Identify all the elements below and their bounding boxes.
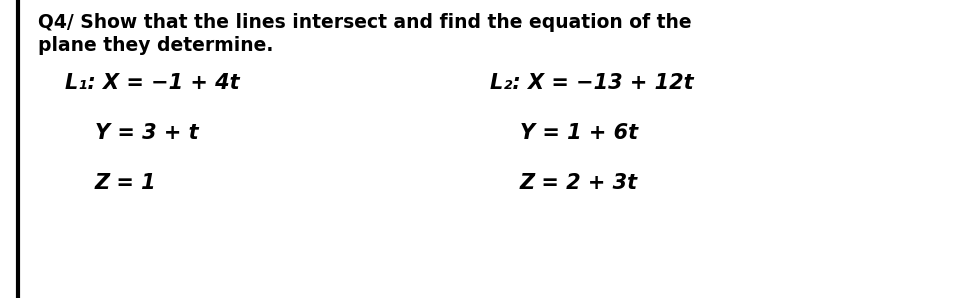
Text: L₂: X = −13 + 12t: L₂: X = −13 + 12t bbox=[490, 73, 694, 93]
Text: Y = 1 + 6t: Y = 1 + 6t bbox=[520, 123, 639, 143]
Text: Z = 1: Z = 1 bbox=[95, 173, 157, 193]
Text: Y = 3 + t: Y = 3 + t bbox=[95, 123, 199, 143]
Text: Q4/ Show that the lines intersect and find the equation of the: Q4/ Show that the lines intersect and fi… bbox=[38, 13, 692, 32]
Text: Z = 2 + 3t: Z = 2 + 3t bbox=[520, 173, 639, 193]
Text: L₁: X = −1 + 4t: L₁: X = −1 + 4t bbox=[65, 73, 239, 93]
Text: plane they determine.: plane they determine. bbox=[38, 36, 273, 55]
